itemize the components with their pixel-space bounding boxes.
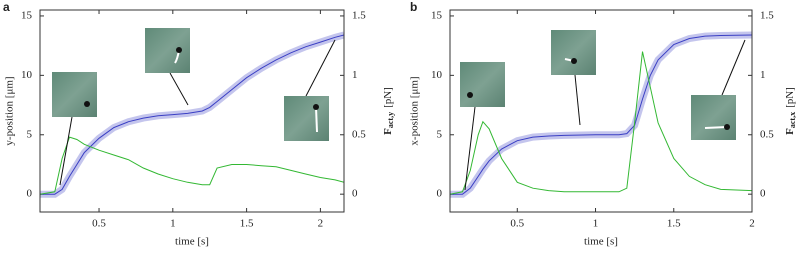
pointer-line — [59, 116, 73, 186]
x-tick-label: 2 — [749, 218, 755, 230]
bead — [467, 92, 473, 98]
position-line — [450, 34, 752, 195]
y2-axis-label: Fact,x [pN] — [784, 87, 797, 135]
y2-tick-label: 1 — [760, 69, 766, 81]
y2-tick-label: 1.5 — [352, 9, 366, 21]
y2-label-symbol: F — [382, 128, 394, 135]
y2-tick-label: 0.5 — [760, 128, 774, 140]
y-tick-label: 10 — [21, 69, 33, 81]
pointer-line — [464, 106, 476, 191]
y2-label-unit: [pN] — [784, 87, 796, 108]
bead — [84, 101, 90, 107]
inset-image — [284, 96, 329, 141]
y2-axis-label: Fact,y [pN] — [382, 87, 395, 135]
bead-trail — [315, 106, 318, 133]
y-axis-label: y-position [μm] — [4, 76, 16, 145]
y-tick-label: 15 — [21, 9, 33, 21]
y-tick-label: 10 — [431, 69, 443, 81]
x-tick-label: 1.5 — [240, 218, 254, 230]
force-line — [40, 136, 344, 195]
x-axis-label: time [s] — [584, 236, 618, 248]
y2-tick-label: 0 — [760, 188, 766, 200]
y2-tick-label: 0 — [352, 188, 358, 200]
inset-image — [145, 28, 190, 73]
bead-trail — [704, 126, 728, 129]
bead — [176, 47, 182, 53]
panel-label: b — [410, 0, 417, 14]
y-tick-label: 15 — [431, 9, 443, 21]
x-tick-label: 2 — [318, 218, 324, 230]
plot-frame — [39, 9, 345, 213]
x-tick-label: 1 — [593, 218, 599, 230]
position-line — [40, 34, 344, 195]
x-tick-label: 1 — [170, 218, 176, 230]
y-axis-label: x-position [μm] — [409, 76, 421, 145]
y2-label-symbol: F — [784, 128, 796, 135]
panel-label: a — [3, 0, 10, 14]
bead — [571, 58, 577, 64]
pointer-line — [305, 39, 336, 97]
force-line — [450, 51, 752, 195]
y2-label-subscript: act,x — [788, 112, 797, 128]
y2-label-subscript: act,y — [386, 112, 395, 128]
y2-tick-label: 1.5 — [760, 9, 774, 21]
y-tick-label: 0 — [27, 188, 33, 200]
inset-image — [691, 95, 736, 140]
y2-label-unit: [pN] — [382, 87, 394, 108]
plot-frame — [449, 9, 753, 213]
inset-image — [460, 62, 505, 107]
pointer-line — [574, 74, 581, 126]
y2-tick-label: 0.5 — [352, 128, 366, 140]
pointer-line — [169, 72, 189, 106]
y2-tick-label: 1 — [352, 69, 358, 81]
x-tick-label: 1.5 — [667, 218, 681, 230]
x-axis-label: time [s] — [175, 236, 209, 248]
bead — [313, 104, 319, 110]
y-tick-label: 5 — [437, 128, 443, 140]
pointer-line — [721, 39, 746, 96]
inset-image — [551, 30, 596, 75]
x-tick-label: 0.5 — [92, 218, 106, 230]
y-tick-label: 0 — [437, 188, 443, 200]
x-tick-label: 0.5 — [510, 218, 524, 230]
y-tick-label: 5 — [27, 128, 33, 140]
bead — [724, 124, 730, 130]
inset-image — [52, 72, 97, 117]
